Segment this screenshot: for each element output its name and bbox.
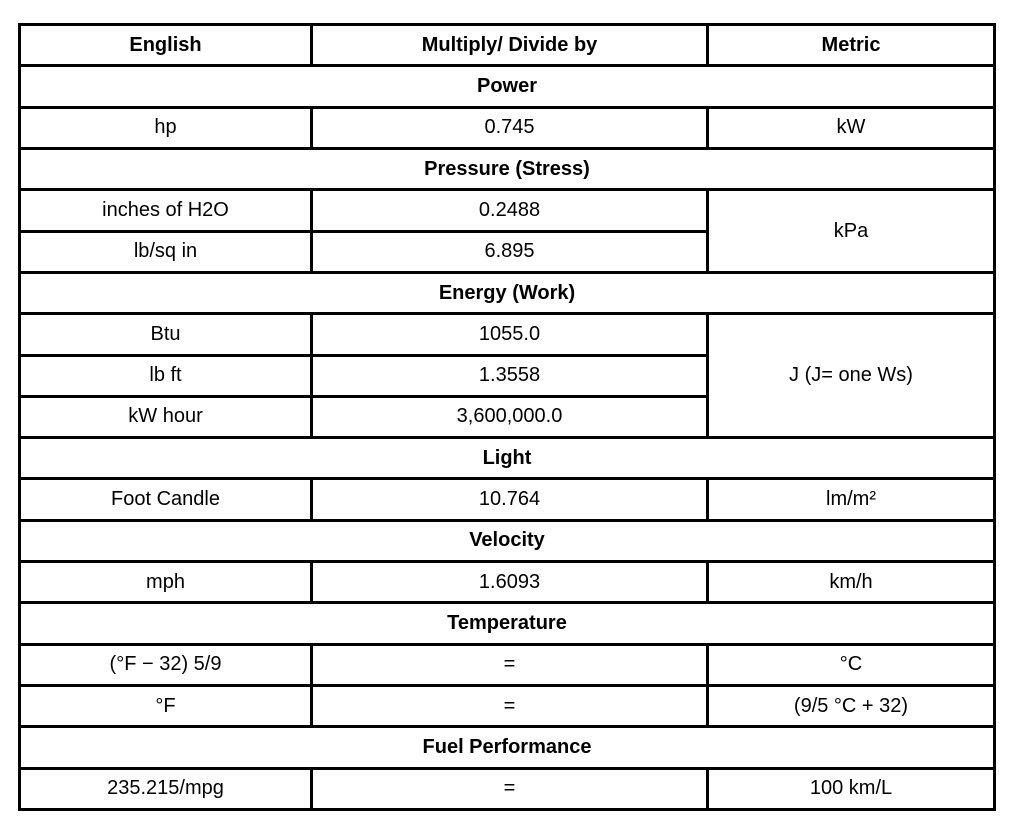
table-row: lb ft 1.3558 <box>18 353 995 398</box>
factor-cell: 10.764 <box>310 477 709 522</box>
table-row: inches of H2O 0.2488 kPa <box>18 188 996 274</box>
english-cell: kW hour <box>18 394 313 440</box>
metric-cell: 100 km/L <box>706 766 996 812</box>
section-title-pressure: Pressure (Stress) <box>18 146 996 192</box>
section-row: Energy (Work) <box>18 270 996 316</box>
table-row: lb/sq in 6.895 <box>18 229 995 274</box>
english-cell: Btu <box>18 312 313 357</box>
english-cell: 235.215/mpg <box>18 766 313 812</box>
header-factor: Multiply/ Divide by <box>310 22 709 68</box>
metric-cell: lm/m² <box>706 477 996 522</box>
english-cell: Foot Candle <box>18 477 313 522</box>
table-row: mph 1.6093 km/h <box>18 560 996 605</box>
metric-cell: kW <box>706 105 996 150</box>
factor-cell: 0.2488 <box>310 188 709 233</box>
english-cell: °F <box>18 683 313 729</box>
factor-cell: 1055.0 <box>310 312 709 357</box>
header-metric: Metric <box>706 22 996 68</box>
conversion-table: English Multiply/ Divide by Metric Power… <box>18 22 996 812</box>
table-row: °F = (9/5 °C + 32) <box>18 683 996 729</box>
factor-cell: 3,600,000.0 <box>310 394 709 440</box>
section-row: Temperature <box>18 601 996 646</box>
table-row: Btu 1055.0 J (J= one Ws) <box>18 312 996 440</box>
section-title-energy: Energy (Work) <box>18 270 996 316</box>
section-title-velocity: Velocity <box>18 518 996 564</box>
section-row: Pressure (Stress) <box>18 146 996 192</box>
section-title-fuel: Fuel Performance <box>18 725 996 770</box>
metric-cell: kPa <box>706 188 996 274</box>
section-title-temperature: Temperature <box>18 601 996 646</box>
metric-cell: (9/5 °C + 32) <box>706 683 996 729</box>
section-title-power: Power <box>18 64 996 109</box>
table-row: hp 0.745 kW <box>18 105 996 150</box>
table-row: (°F − 32) 5/9 = °C <box>18 642 996 688</box>
factor-cell: = <box>310 683 709 729</box>
factor-cell: 6.895 <box>310 229 709 274</box>
metric-cell: °C <box>706 642 996 688</box>
english-cell: inches of H2O <box>18 188 313 233</box>
factor-cell: 1.6093 <box>310 560 709 605</box>
section-row: Fuel Performance <box>18 725 996 770</box>
english-cell: hp <box>18 105 313 150</box>
header-english: English <box>18 22 313 68</box>
english-cell: lb ft <box>18 353 313 398</box>
table-row: 235.215/mpg = 100 km/L <box>18 766 996 812</box>
table-row: kW hour 3,600,000.0 <box>18 394 995 440</box>
section-row: Velocity <box>18 518 996 564</box>
english-cell: (°F − 32) 5/9 <box>18 642 313 688</box>
english-cell: mph <box>18 560 313 605</box>
factor-cell: 1.3558 <box>310 353 709 398</box>
section-title-light: Light <box>18 436 996 481</box>
section-row: Power <box>18 64 996 109</box>
metric-cell: km/h <box>706 560 996 605</box>
section-row: Light <box>18 436 996 481</box>
factor-cell: = <box>310 642 709 688</box>
metric-cell: J (J= one Ws) <box>706 312 996 440</box>
english-cell: lb/sq in <box>18 229 313 274</box>
factor-cell: = <box>310 766 709 812</box>
table-row: Foot Candle 10.764 lm/m² <box>18 477 996 522</box>
factor-cell: 0.745 <box>310 105 709 150</box>
header-row: English Multiply/ Divide by Metric <box>18 22 996 68</box>
